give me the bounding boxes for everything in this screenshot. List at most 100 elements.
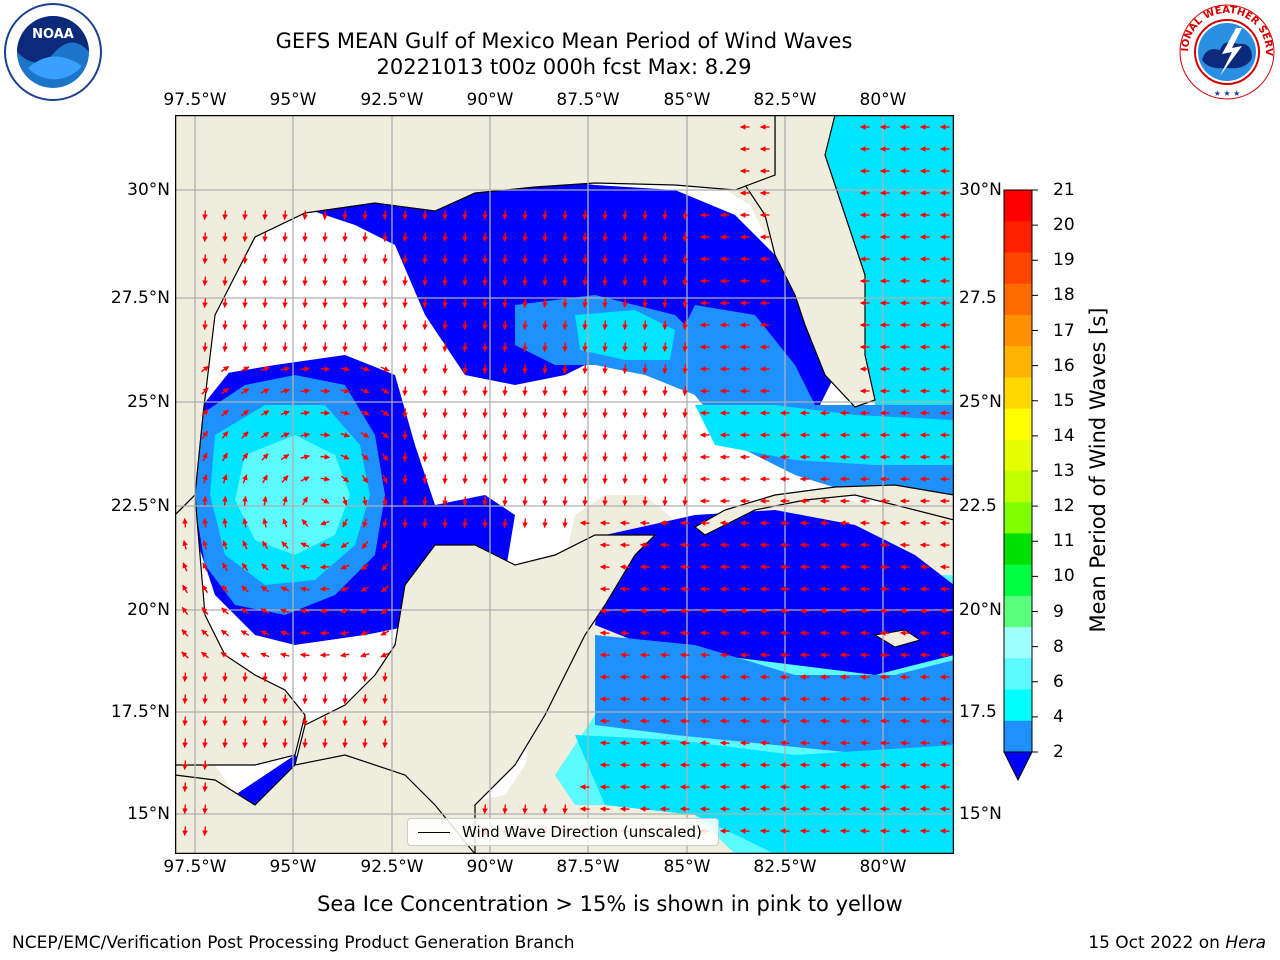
wind-arrow [340,432,350,438]
wind-arrow [242,716,248,727]
wind-arrow [662,364,668,375]
wind-arrow [522,320,528,331]
contour-6-8-caribbean [575,735,954,854]
wind-arrow [242,254,248,265]
wind-arrow [602,474,608,485]
wind-arrow [261,563,269,571]
wind-arrow [382,694,388,705]
wind-arrow [422,276,428,287]
wind-arrow [240,630,250,636]
wind-arrow [682,210,688,221]
wind-arrow [282,298,288,309]
wind-arrow [320,520,330,526]
wind-arrow [342,496,348,506]
wind-arrow [462,364,468,375]
sea-ice-caption: Sea Ice Concentration > 15% is shown in … [317,892,903,916]
wind-arrow [262,342,268,353]
wind-arrow [582,342,588,353]
wind-arrow [442,408,448,419]
wind-arrow [462,298,468,309]
wind-arrow [202,804,208,815]
wind-arrow [342,232,348,243]
colorbar-tick-label: 16 [1053,355,1075,376]
wind-arrow [242,738,248,749]
wind-arrow [202,452,208,462]
wind-arrow [502,364,508,375]
wind-arrow [340,586,350,592]
wind-arrow [422,496,428,507]
wind-arrow [340,564,350,570]
wind-arrow [422,408,428,419]
wind-arrow [542,430,548,441]
wind-arrow [182,540,188,550]
wind-arrow [642,276,648,287]
wind-arrow [602,342,608,353]
wind-arrow [542,232,548,243]
wind-arrow [280,652,290,658]
wind-arrow [222,452,228,462]
wind-arrow [562,320,568,331]
wind-arrow [202,276,208,287]
wind-arrow [642,342,648,353]
wind-arrow [542,518,548,529]
wind-arrow [542,386,548,397]
wind-arrow [302,232,308,243]
wind-arrow [522,474,528,485]
wind-arrow [262,716,268,727]
colorbar-tick-label: 13 [1053,461,1075,481]
wind-arrow [260,410,270,416]
wind-arrow [502,474,508,485]
wind-arrow [522,210,528,221]
wind-arrow [201,387,209,395]
wind-arrow [381,431,389,439]
wind-arrow [222,276,228,287]
wind-arrow [442,430,448,441]
wind-arrow [222,540,228,550]
wind-arrow [642,496,648,507]
wind-arrow [622,298,628,309]
wind-arrow [522,298,528,309]
wind-arrow [241,431,249,439]
wind-arrow [562,254,568,265]
noaa-logo-icon: NOAA [4,3,102,101]
wind-arrow [202,495,208,506]
wind-arrow [201,629,209,637]
wind-arrow [282,254,288,265]
wind-arrow [262,540,268,550]
wind-arrow [562,298,568,309]
wind-arrow [241,562,249,572]
wind-arrow [302,298,308,309]
wind-arrow [202,826,208,837]
wind-arrow [582,452,588,463]
wind-arrow [582,430,588,441]
wind-arrow [340,366,350,372]
wind-arrow [602,364,608,375]
lon-label-bottom: 80°W [859,857,907,877]
wind-arrow [242,694,248,705]
wind-arrow [362,716,368,727]
wind-arrow [662,232,668,243]
wind-arrow [262,694,268,705]
wind-arrow [402,408,408,419]
wind-arrow [522,232,528,243]
wind-arrow [422,210,428,221]
colorbar-tick-label: 12 [1053,496,1075,517]
wind-arrow [522,276,528,287]
colorbar-band [1004,252,1032,285]
colorbar-extend-triangle [1003,751,1033,782]
wind-arrow [422,320,428,331]
wind-arrow [422,474,428,485]
wind-arrow [222,738,228,749]
legend-line-swatch [418,831,450,833]
wind-arrow [542,254,548,265]
wind-arrow [482,804,488,815]
wind-arrow [542,276,548,287]
wind-arrow [502,232,508,243]
wind-arrow [302,210,308,221]
wind-arrow [422,342,428,353]
wind-arrow [442,232,448,243]
wind-arrow [482,386,488,397]
legend-label: Wind Wave Direction (unscaled) [462,823,702,841]
wind-arrow [562,386,568,397]
wind-arrow [462,430,468,441]
